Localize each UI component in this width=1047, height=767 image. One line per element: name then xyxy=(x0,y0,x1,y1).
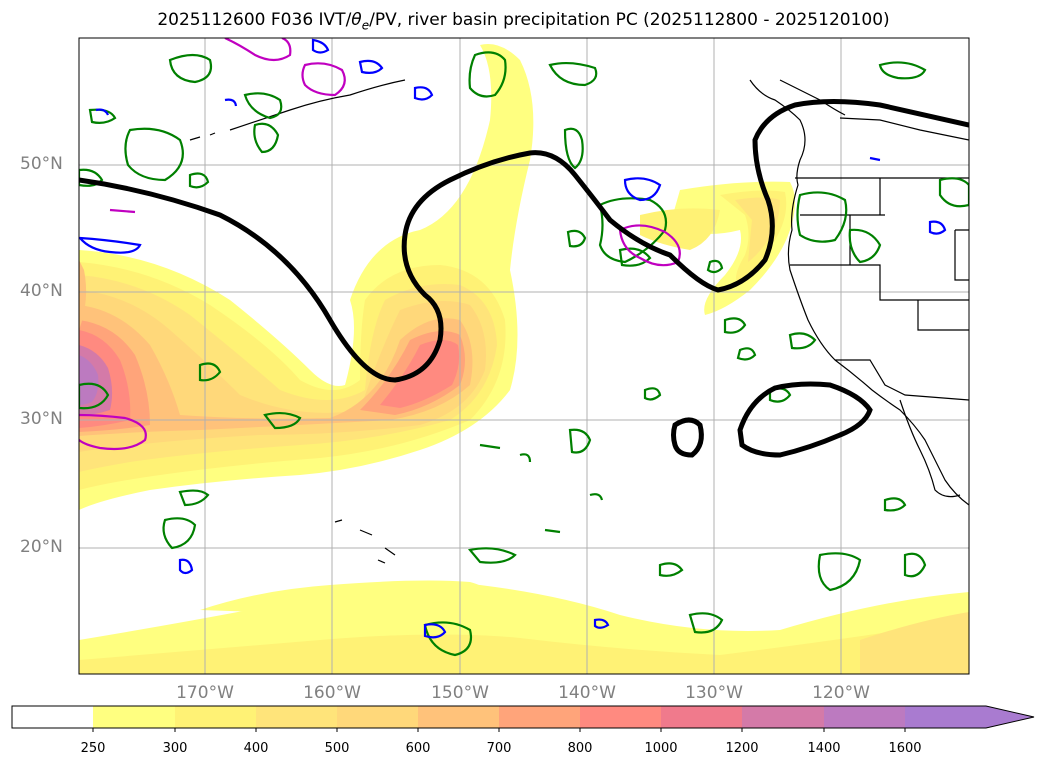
lon-label-140w: 140°W xyxy=(558,683,616,703)
colorbar-tick-label: 1400 xyxy=(807,741,841,756)
lon-label-150w: 150°W xyxy=(431,683,489,703)
map-frame xyxy=(78,37,970,675)
colorbar-tick-label: 700 xyxy=(486,741,512,756)
lat-label-30n: 30°N xyxy=(20,409,63,429)
lon-label-170w: 170°W xyxy=(176,683,234,703)
pv-green-contours xyxy=(79,51,969,657)
pv-blue-contours xyxy=(79,38,947,639)
graticule xyxy=(79,38,969,674)
lat-label-20n: 20°N xyxy=(20,537,63,557)
colorbar-tick-label: 600 xyxy=(405,741,431,756)
pv-magenta-contours xyxy=(79,38,681,451)
ivt-contour-lines xyxy=(79,99,969,458)
map-title: 2025112600 F036 IVT/θe/PV, river basin p… xyxy=(157,10,890,33)
lon-label-160w: 160°W xyxy=(303,683,361,703)
ivt-filled-contours xyxy=(79,44,969,674)
colorbar-tick-label: 250 xyxy=(80,741,106,756)
colorbar-tick-label: 1600 xyxy=(888,741,922,756)
lon-label-120w: 120°W xyxy=(812,683,870,703)
colorbar-tick-label: 1000 xyxy=(644,741,678,756)
coastlines xyxy=(189,79,969,564)
colorbar-tick-label: 400 xyxy=(243,741,269,756)
colorbar-tick-label: 500 xyxy=(324,741,350,756)
colorbar-tick-label: 800 xyxy=(567,741,593,756)
colorbar-tick-label: 300 xyxy=(162,741,188,756)
colorbar-tick-label: 1200 xyxy=(725,741,759,756)
lat-label-50n: 50°N xyxy=(20,154,63,174)
colorbar xyxy=(11,705,1035,732)
lon-label-130w: 130°W xyxy=(685,683,743,703)
lat-label-40n: 40°N xyxy=(20,281,63,301)
